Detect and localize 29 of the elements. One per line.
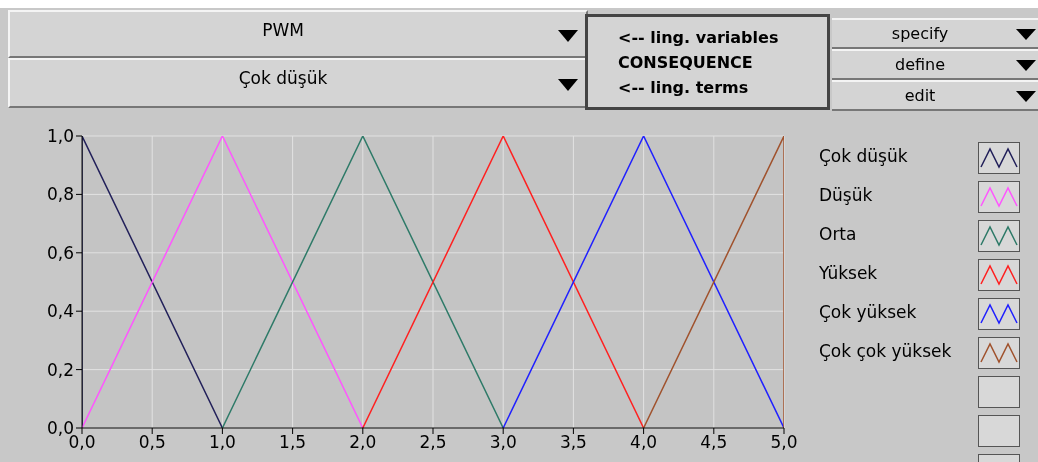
text: Yüksek (819, 263, 878, 283)
text: define (893, 54, 947, 74)
y-tick-label: 0,6 (46, 242, 74, 263)
text: Orta (819, 224, 857, 244)
text: Çok düşük (237, 67, 329, 88)
text: specify (890, 23, 950, 43)
y-tick-label: 1,0 (46, 126, 74, 147)
x-tick-label: 0,5 (138, 432, 166, 453)
x-tick-label: 4,0 (630, 432, 658, 453)
text: CONSEQUENCE (618, 52, 754, 74)
x-tick-label: 1,5 (279, 432, 307, 453)
x-tick-label: 3,0 (489, 432, 517, 453)
text: Çok düşük (819, 146, 908, 166)
text: Çok yüksek (819, 302, 917, 322)
y-tick-label: 0,2 (46, 359, 74, 380)
text: edit (903, 85, 937, 105)
text: PWM (261, 19, 305, 40)
x-tick-label: 1,0 (208, 432, 236, 453)
text: Düşük (819, 185, 873, 205)
y-tick-label: 0,4 (46, 301, 74, 322)
text: <-- ling. variables (618, 27, 780, 49)
legend-label: Çok çok yüksek (819, 341, 952, 361)
x-tick-label: 3,5 (559, 432, 587, 453)
y-tick-label: 0,8 (46, 184, 74, 205)
x-tick-label: 4,5 (700, 432, 728, 453)
x-tick-label: 2,5 (419, 432, 447, 453)
x-tick-label: 5,0 (770, 432, 798, 453)
text: <-- ling. terms (618, 77, 750, 99)
x-tick-label: 2,0 (349, 432, 377, 453)
